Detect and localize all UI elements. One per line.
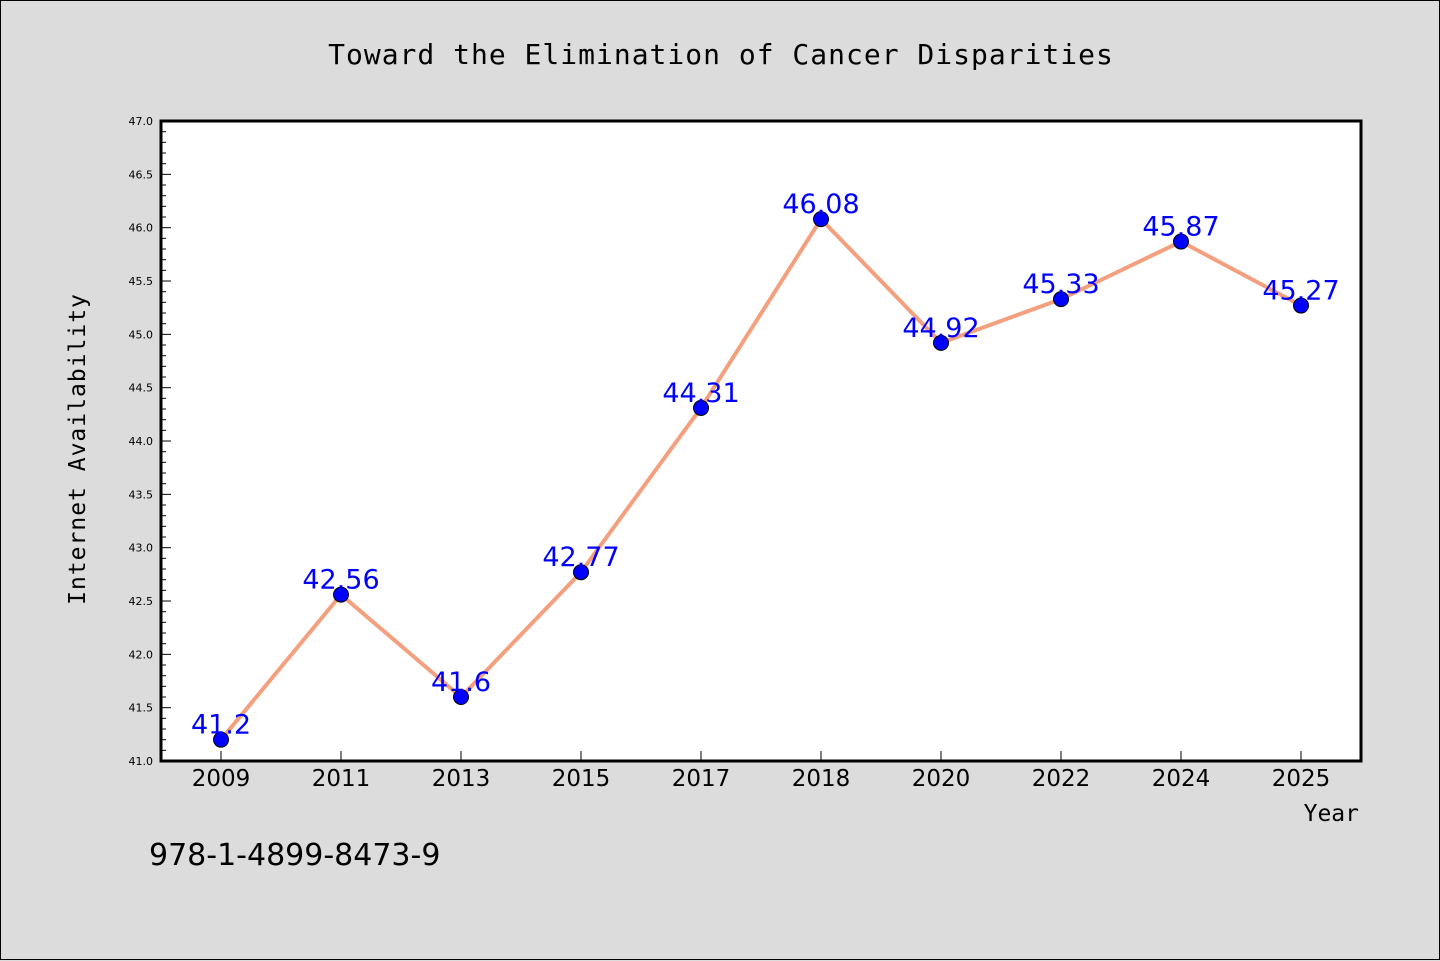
- isbn-annotation: 978-1-4899-8473-9: [149, 838, 440, 873]
- y-tick-label: 42.0: [129, 648, 154, 661]
- y-tick-label: 44.0: [129, 435, 154, 448]
- x-tick-label: 2015: [552, 766, 611, 792]
- y-tick-label: 44.5: [129, 382, 154, 395]
- y-tick-label: 43.0: [129, 542, 154, 555]
- y-tick-label: 47.0: [129, 115, 154, 128]
- y-axis: 41.0 41.5 42.0 42.5 43.0 43.5 44.0 44.5 45.0 45.5…: [129, 115, 171, 768]
- x-tick-label: 2013: [432, 766, 491, 792]
- data-label: 42.56: [302, 565, 379, 596]
- data-point: [1173, 233, 1189, 250]
- y-tick-label: 46.5: [129, 168, 154, 181]
- y-tick-label: 46.0: [129, 222, 154, 235]
- y-tick-label: 42.5: [129, 595, 154, 608]
- data-point: [813, 211, 829, 228]
- series-layer: 41.2 42.56 41.6 42.77 44.31 46.08 44.92 45.33 45…: [191, 189, 1340, 748]
- data-point: [453, 689, 469, 705]
- plot-area: [159, 119, 1363, 763]
- data-label: 44.92: [902, 313, 979, 344]
- data-point: [693, 399, 709, 416]
- series-line: [219, 217, 1303, 742]
- data-label: 42.77: [542, 542, 619, 573]
- y-tick-label: 41.0: [129, 755, 154, 768]
- x-tick-label: 2011: [312, 766, 371, 792]
- x-axis-label: Year: [1304, 801, 1359, 827]
- data-label: 45.27: [1262, 276, 1339, 307]
- y-tick-label: 41.5: [129, 702, 154, 715]
- x-tick-label: 2017: [672, 766, 731, 792]
- x-tick-label: 2024: [1152, 766, 1211, 792]
- x-axis: 2009 2011 2013 2015 2017 2018 2020 2022 2024 2025: [192, 751, 1331, 792]
- data-label: 41.6: [431, 667, 491, 698]
- x-tick-label: 2018: [792, 766, 851, 792]
- data-label: 46.08: [782, 189, 859, 220]
- data-label: 45.87: [1142, 212, 1219, 243]
- data-point: [213, 731, 229, 748]
- data-point: [1293, 297, 1309, 314]
- y-tick-label: 45.5: [129, 275, 154, 288]
- data-point: [933, 334, 949, 351]
- data-point: [333, 586, 349, 603]
- data-label: 44.31: [662, 378, 739, 409]
- y-tick-label: 43.5: [129, 488, 154, 501]
- chart-title: Toward the Elimination of Cancer Dispari…: [328, 38, 1114, 71]
- data-label: 41.2: [191, 710, 251, 741]
- data-label: 45.33: [1022, 269, 1099, 300]
- x-tick-label: 2009: [192, 766, 251, 792]
- data-point: [573, 564, 589, 581]
- y-axis-label: Internet Availability: [65, 293, 91, 605]
- x-tick-label: 2022: [1032, 766, 1091, 792]
- data-point: [1053, 291, 1069, 308]
- x-tick-label: 2020: [912, 766, 971, 792]
- y-tick-label: 45.0: [129, 328, 154, 341]
- x-tick-label: 2025: [1272, 766, 1331, 792]
